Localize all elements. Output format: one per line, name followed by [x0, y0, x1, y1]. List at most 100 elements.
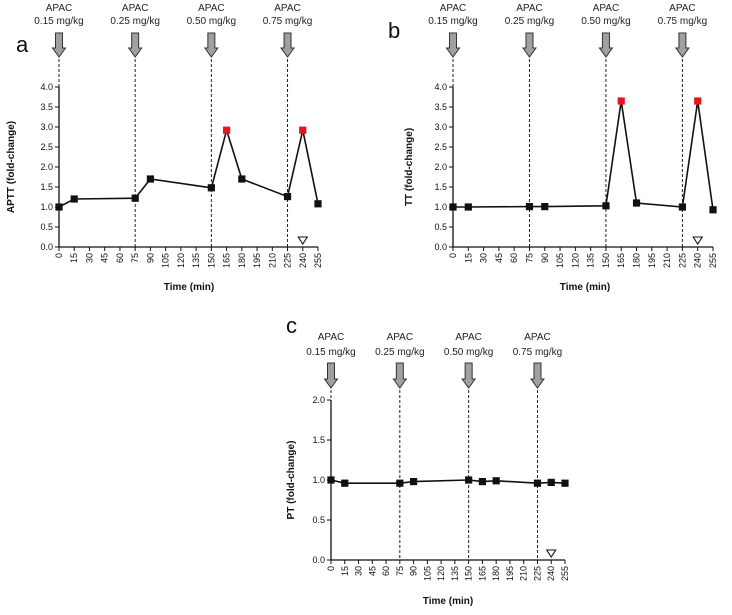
- dose-arrow-icon: [674, 32, 690, 58]
- x-tick-label: 105: [161, 253, 171, 268]
- x-tick-label: 105: [422, 566, 432, 581]
- series-line: [58, 127, 319, 208]
- x-tick-label: 195: [505, 566, 515, 581]
- x-tick-label: 30: [84, 253, 94, 263]
- chart-panel-a: a APAC 0.15 mg/kg APAC 0.25 mg/kg APAC 0.50 mg…: [6, 3, 323, 293]
- dose-arrow-icon: [598, 32, 614, 58]
- x-tick-label: 120: [176, 253, 186, 268]
- data-point: [449, 203, 457, 211]
- dose-arrow-icon: [127, 32, 143, 58]
- x-tick-label: 105: [555, 253, 565, 268]
- dose-label: APAC: [318, 332, 345, 343]
- x-tick-label: 0: [326, 566, 336, 571]
- data-point: [541, 203, 549, 211]
- dose-arrow-icon: [323, 362, 339, 389]
- dose-label: APAC: [46, 3, 73, 14]
- dose-amount: 0.50 mg/kg: [581, 16, 630, 27]
- dose-label: APAC: [440, 3, 467, 14]
- panel-label: a: [16, 32, 29, 57]
- y-tick-label: 3.0: [434, 122, 447, 132]
- chart-panel-c: c APAC 0.15 mg/kg APAC 0.25 mg/kg APAC 0.50 mg…: [286, 313, 570, 607]
- panel-label: c: [286, 313, 297, 338]
- x-tick-label: 15: [340, 566, 350, 576]
- data-point: [709, 206, 717, 214]
- x-tick-label: 15: [69, 253, 79, 263]
- dose-label: APAC: [524, 332, 551, 343]
- dose-arrow-icon: [521, 32, 537, 58]
- data-point: [131, 194, 139, 202]
- peak-point: [299, 126, 307, 134]
- dose-arrow-icon: [280, 32, 296, 58]
- data-point: [341, 479, 349, 487]
- x-tick-label: 135: [191, 253, 201, 268]
- triangle-marker-icon: [692, 236, 704, 246]
- x-tick-label: 150: [601, 253, 611, 268]
- data-point: [478, 478, 487, 486]
- peak-point: [694, 97, 702, 105]
- x-tick-label: 180: [237, 253, 247, 268]
- x-tick-label: 255: [560, 566, 570, 581]
- y-tick-label: 0.0: [434, 242, 447, 252]
- data-point: [678, 203, 687, 211]
- x-tick-label: 195: [252, 253, 262, 268]
- y-tick-label: 2.0: [40, 162, 53, 172]
- data-point: [70, 195, 78, 203]
- x-tick-label: 255: [708, 253, 718, 268]
- peak-point: [617, 97, 625, 105]
- x-tick-label: 90: [409, 566, 419, 576]
- x-tick-label: 225: [283, 253, 293, 268]
- x-tick-label: 45: [367, 566, 377, 576]
- y-tick-label: 1.5: [312, 435, 325, 445]
- data-point: [547, 478, 555, 486]
- data-point: [525, 203, 534, 211]
- chart-panel-b: b APAC 0.15 mg/kg APAC 0.25 mg/kg APAC 0.50 mg…: [388, 3, 718, 293]
- dose-label: APAC: [122, 3, 149, 14]
- y-tick-label: 3.5: [434, 102, 447, 112]
- dose-amount: 0.75 mg/kg: [263, 16, 312, 27]
- dose-amount: 0.50 mg/kg: [187, 16, 236, 27]
- x-tick-label: 135: [450, 566, 460, 581]
- dose-arrow-icon: [392, 362, 408, 389]
- data-point: [561, 479, 569, 487]
- dose-amount: 0.25 mg/kg: [375, 347, 424, 358]
- x-tick-label: 120: [570, 253, 580, 268]
- y-tick-label: 4.0: [40, 82, 53, 92]
- x-tick-label: 0: [448, 253, 458, 258]
- dose-amount: 0.75 mg/kg: [658, 16, 707, 27]
- x-tick-label: 90: [145, 253, 155, 263]
- data-point: [283, 193, 292, 201]
- dose-label: APAC: [274, 3, 301, 14]
- data-point: [314, 200, 322, 208]
- data-point: [396, 479, 404, 487]
- dose-label: APAC: [669, 3, 696, 14]
- x-tick-label: 150: [464, 566, 474, 581]
- x-tick-label: 45: [100, 253, 110, 263]
- x-tick-label: 75: [130, 253, 140, 263]
- x-tick-label: 75: [524, 253, 534, 263]
- x-tick-label: 255: [313, 253, 323, 268]
- x-tick-label: 210: [267, 253, 277, 268]
- data-point: [238, 175, 246, 183]
- data-point: [146, 175, 155, 183]
- data-point: [465, 476, 473, 484]
- dose-amount: 0.15 mg/kg: [306, 347, 355, 358]
- y-axis-title: APTT (fold-change): [6, 121, 17, 213]
- x-tick-label: 60: [115, 253, 125, 263]
- x-tick-label: 165: [222, 253, 232, 268]
- x-tick-label: 240: [298, 253, 308, 268]
- y-tick-label: 2.5: [434, 142, 447, 152]
- dose-label: APAC: [455, 332, 482, 343]
- data-point: [632, 199, 641, 207]
- y-tick-label: 1.0: [312, 475, 325, 485]
- dose-amount: 0.25 mg/kg: [505, 16, 554, 27]
- panel-label: b: [388, 18, 400, 43]
- dose-amount: 0.75 mg/kg: [513, 347, 562, 358]
- y-axis-title: PT (fold-change): [286, 441, 297, 520]
- x-tick-label: 0: [54, 253, 64, 258]
- x-tick-label: 60: [509, 253, 519, 263]
- dose-label: APAC: [198, 3, 225, 14]
- x-axis-title: Time (min): [423, 596, 473, 607]
- data-point: [207, 184, 215, 192]
- dose-label: APAC: [593, 3, 620, 14]
- x-tick-label: 135: [586, 253, 596, 268]
